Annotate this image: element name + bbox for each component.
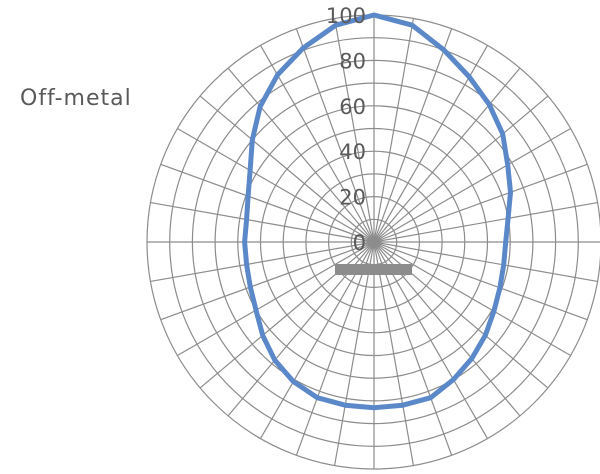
radial-tick-label: 20 [339,186,366,210]
grid-spoke [373,241,571,357]
grid-spoke [295,241,375,456]
grid-spoke [373,241,453,456]
grid-spoke [177,127,375,243]
grid-spoke [160,241,375,321]
grid-spoke [373,241,588,321]
grid-spoke [373,163,588,243]
grid-spoke [295,28,375,243]
radial-tick-label: 40 [339,140,366,164]
grid-spoke [373,67,521,243]
baseline-marker [335,264,412,275]
grid-spoke [259,45,375,243]
series-label: Off-metal [20,86,132,111]
grid-spoke [199,95,375,243]
grid-spoke [227,67,375,243]
polar-grid [146,14,600,470]
radial-tick-label: 80 [339,49,366,73]
grid-spoke [373,201,598,243]
grid-spoke [150,241,375,283]
grid-spoke [373,95,549,243]
grid-spoke [333,18,375,243]
grid-spoke [373,241,415,466]
grid-spoke [373,241,598,283]
grid-spoke [333,241,375,466]
radial-tick-label: 0 [353,231,366,255]
radial-tick-label: 60 [339,95,366,119]
radial-tick-label: 100 [326,4,366,28]
grid-spoke [373,28,453,243]
radial-tick-labels: 0 20 40 60 80 100 [326,4,366,255]
grid-spoke [373,127,571,243]
grid-spoke [160,163,375,243]
grid-spoke [150,201,375,243]
series-line [242,12,513,411]
grid-spoke [373,18,415,243]
grid-spoke [177,241,375,357]
